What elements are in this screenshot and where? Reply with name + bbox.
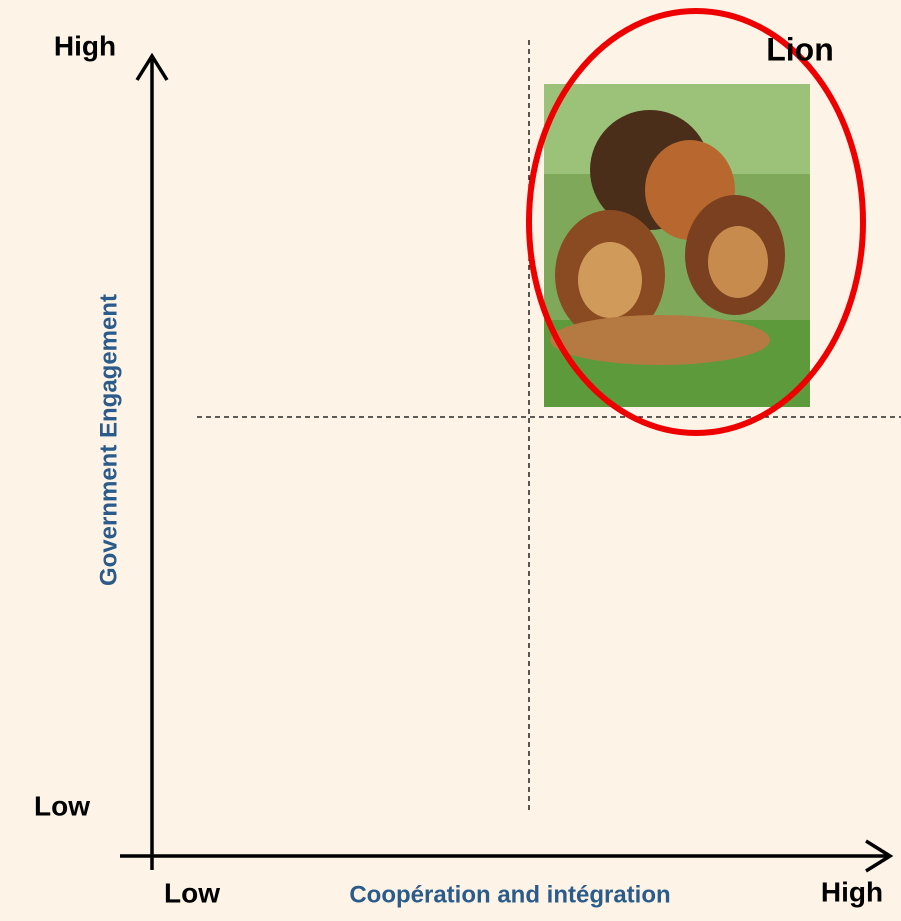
y-low-label: Low — [34, 790, 90, 821]
x-low-label: Low — [164, 877, 220, 908]
y-high-label: High — [54, 30, 116, 61]
x-arrow — [865, 839, 894, 873]
lion-image — [544, 84, 810, 407]
x-high-label: High — [821, 876, 883, 907]
y-axis-label: Government Engagement — [95, 294, 122, 586]
quadrant-label: Lion — [766, 31, 834, 67]
x-axis-label: Coopération and intégration — [349, 881, 670, 908]
highlight-ellipse — [526, 8, 866, 436]
y-arrow — [135, 52, 169, 81]
